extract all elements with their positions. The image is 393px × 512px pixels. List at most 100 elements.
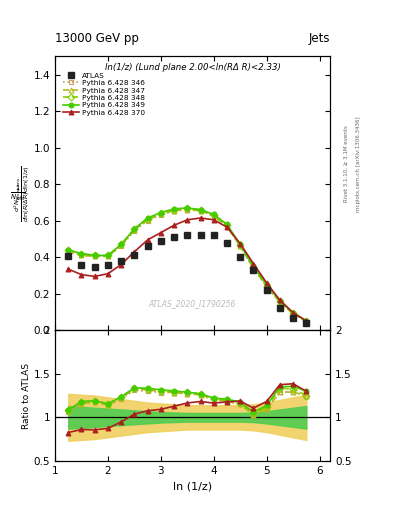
ATLAS bbox=[92, 264, 97, 270]
Pythia 6.428 370 bbox=[211, 217, 216, 223]
Pythia 6.428 346 bbox=[264, 284, 269, 290]
Pythia 6.428 348 bbox=[185, 205, 190, 211]
Pythia 6.428 349 bbox=[106, 252, 110, 259]
Pythia 6.428 370 bbox=[158, 229, 163, 236]
Pythia 6.428 346 bbox=[158, 212, 163, 218]
Pythia 6.428 347 bbox=[211, 213, 216, 219]
Pythia 6.428 346 bbox=[119, 243, 123, 249]
Pythia 6.428 347 bbox=[198, 207, 203, 214]
Pythia 6.428 370 bbox=[106, 271, 110, 277]
Pythia 6.428 346 bbox=[145, 218, 150, 224]
Pythia 6.428 370 bbox=[66, 266, 71, 272]
Pythia 6.428 347 bbox=[291, 311, 296, 317]
Pythia 6.428 348 bbox=[251, 264, 256, 270]
Text: mcplots.cern.ch [arXiv:1306.3436]: mcplots.cern.ch [arXiv:1306.3436] bbox=[356, 116, 361, 211]
Pythia 6.428 348 bbox=[145, 216, 150, 222]
Pythia 6.428 370 bbox=[185, 217, 190, 223]
X-axis label: ln (1/z): ln (1/z) bbox=[173, 481, 212, 491]
Pythia 6.428 346 bbox=[211, 213, 216, 219]
Pythia 6.428 346 bbox=[66, 249, 71, 255]
Pythia 6.428 370 bbox=[92, 273, 97, 280]
Pythia 6.428 346 bbox=[185, 207, 190, 213]
Pythia 6.428 346 bbox=[251, 265, 256, 271]
Pythia 6.428 346 bbox=[238, 243, 242, 249]
Line: Pythia 6.428 349: Pythia 6.428 349 bbox=[66, 205, 309, 323]
Pythia 6.428 348 bbox=[66, 247, 71, 253]
Pythia 6.428 348 bbox=[291, 310, 296, 316]
Pythia 6.428 370 bbox=[277, 297, 282, 303]
ATLAS bbox=[158, 238, 163, 244]
ATLAS bbox=[238, 254, 242, 260]
Pythia 6.428 347 bbox=[145, 217, 150, 223]
Pythia 6.428 349 bbox=[225, 221, 230, 227]
Pythia 6.428 349 bbox=[198, 207, 203, 213]
Pythia 6.428 347 bbox=[106, 253, 110, 260]
Line: Pythia 6.428 370: Pythia 6.428 370 bbox=[66, 216, 309, 323]
Pythia 6.428 349 bbox=[251, 263, 256, 269]
ATLAS bbox=[145, 243, 150, 249]
Pythia 6.428 348 bbox=[264, 283, 269, 289]
Line: ATLAS: ATLAS bbox=[65, 232, 309, 326]
Pythia 6.428 370 bbox=[145, 237, 150, 243]
Pythia 6.428 349 bbox=[277, 297, 282, 304]
Pythia 6.428 348 bbox=[158, 210, 163, 217]
Pythia 6.428 347 bbox=[172, 207, 176, 214]
Pythia 6.428 349 bbox=[158, 209, 163, 216]
ATLAS bbox=[225, 240, 230, 246]
ATLAS bbox=[291, 314, 296, 321]
Pythia 6.428 349 bbox=[119, 241, 123, 247]
ATLAS bbox=[198, 232, 203, 239]
Pythia 6.428 370 bbox=[291, 310, 296, 316]
Pythia 6.428 370 bbox=[172, 222, 176, 228]
Text: ln(1/z) (Lund plane 2.00<ln(RΔ R)<2.33): ln(1/z) (Lund plane 2.00<ln(RΔ R)<2.33) bbox=[105, 63, 281, 72]
Pythia 6.428 348 bbox=[211, 212, 216, 218]
Pythia 6.428 349 bbox=[291, 310, 296, 316]
Pythia 6.428 348 bbox=[277, 298, 282, 304]
Pythia 6.428 347 bbox=[225, 223, 230, 229]
ATLAS bbox=[211, 232, 216, 239]
Line: Pythia 6.428 347: Pythia 6.428 347 bbox=[66, 207, 309, 324]
Pythia 6.428 349 bbox=[211, 211, 216, 218]
Legend: ATLAS, Pythia 6.428 346, Pythia 6.428 347, Pythia 6.428 348, Pythia 6.428 349, P: ATLAS, Pythia 6.428 346, Pythia 6.428 34… bbox=[61, 71, 147, 117]
ATLAS bbox=[251, 267, 256, 273]
Pythia 6.428 348 bbox=[225, 222, 230, 228]
Pythia 6.428 370 bbox=[225, 224, 230, 230]
Pythia 6.428 370 bbox=[79, 271, 84, 278]
Pythia 6.428 347 bbox=[92, 253, 97, 260]
Pythia 6.428 349 bbox=[238, 241, 242, 247]
Line: Pythia 6.428 348: Pythia 6.428 348 bbox=[66, 205, 309, 324]
Text: Rivet 3.1.10, ≥ 3.1M events: Rivet 3.1.10, ≥ 3.1M events bbox=[344, 125, 349, 202]
Pythia 6.428 349 bbox=[132, 226, 137, 232]
Pythia 6.428 346 bbox=[304, 318, 309, 324]
Pythia 6.428 349 bbox=[264, 282, 269, 288]
Pythia 6.428 349 bbox=[185, 205, 190, 211]
Pythia 6.428 346 bbox=[79, 252, 84, 259]
Pythia 6.428 349 bbox=[172, 206, 176, 212]
Pythia 6.428 346 bbox=[277, 299, 282, 305]
Pythia 6.428 346 bbox=[291, 311, 296, 317]
Pythia 6.428 348 bbox=[172, 207, 176, 213]
Pythia 6.428 370 bbox=[264, 280, 269, 286]
Pythia 6.428 347 bbox=[251, 265, 256, 271]
Pythia 6.428 370 bbox=[238, 241, 242, 247]
ATLAS bbox=[132, 251, 137, 258]
Pythia 6.428 347 bbox=[185, 207, 190, 213]
Pythia 6.428 347 bbox=[158, 211, 163, 218]
Pythia 6.428 346 bbox=[106, 253, 110, 260]
Pythia 6.428 348 bbox=[92, 252, 97, 259]
Pythia 6.428 347 bbox=[119, 242, 123, 248]
Pythia 6.428 347 bbox=[264, 284, 269, 290]
Text: ATLAS_2020_I1790256: ATLAS_2020_I1790256 bbox=[149, 300, 236, 308]
Pythia 6.428 348 bbox=[119, 241, 123, 247]
ATLAS bbox=[304, 320, 309, 326]
Text: $\frac{1}{N_\mathrm{jets}}$: $\frac{1}{N_\mathrm{jets}}$ bbox=[10, 183, 26, 204]
Pythia 6.428 348 bbox=[106, 252, 110, 259]
ATLAS bbox=[264, 287, 269, 293]
Line: Pythia 6.428 346: Pythia 6.428 346 bbox=[66, 207, 309, 324]
Pythia 6.428 349 bbox=[92, 252, 97, 259]
Pythia 6.428 370 bbox=[119, 262, 123, 268]
Pythia 6.428 346 bbox=[132, 228, 137, 234]
Text: Jets: Jets bbox=[309, 32, 330, 45]
Pythia 6.428 347 bbox=[132, 227, 137, 233]
Pythia 6.428 347 bbox=[79, 252, 84, 259]
